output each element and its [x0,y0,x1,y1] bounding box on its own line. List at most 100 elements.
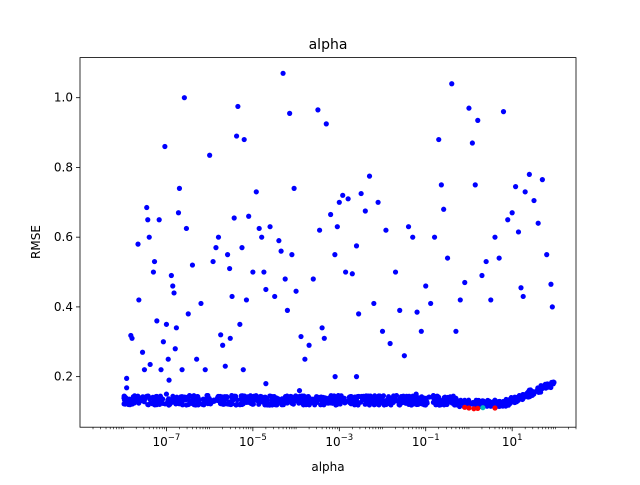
data-point [410,401,416,407]
data-point [279,402,285,408]
data-point [387,340,393,347]
data-point [287,110,293,116]
data-point [306,342,312,348]
data-point [537,389,543,395]
data-point [176,401,182,407]
data-point [231,215,237,221]
data-point [366,173,373,179]
data-point [227,335,233,341]
data-point [165,356,171,362]
data-point [526,171,532,178]
data-point [183,225,190,232]
data-point [509,210,515,216]
data-point [152,401,158,407]
data-point [259,234,265,240]
data-points [121,70,557,412]
data-point [353,243,360,249]
data-point [472,182,478,188]
data-point [222,363,228,369]
data-point [445,394,451,400]
data-point [145,217,151,223]
best-point [466,405,472,411]
data-point [418,328,424,334]
data-point [413,397,419,403]
data-point [147,361,153,368]
data-point [549,304,555,310]
data-point [139,349,146,355]
data-point [150,269,157,275]
optimum-point [480,405,486,411]
data-point [408,396,414,402]
y-tick-label: 1.0 [54,91,73,105]
data-point [444,255,451,261]
data-point [250,269,256,275]
data-point [369,395,375,401]
data-point [442,400,448,406]
data-point [544,252,550,258]
x-tick-label: 10−1 [412,433,440,449]
data-point [205,399,211,405]
data-point [215,394,221,400]
data-point [291,185,297,191]
data-point [417,397,423,403]
data-point [441,206,447,212]
data-point [449,81,455,87]
data-point [170,393,176,399]
data-point [315,107,321,113]
x-tick-label: 10−3 [325,433,353,449]
data-point [154,318,160,324]
x-tick-label: 101 [502,433,523,449]
data-point [480,398,486,404]
data-point [343,269,349,275]
data-point [379,328,386,334]
y-axis-label: RMSE [29,225,43,259]
data-point [332,374,338,380]
data-point [179,367,185,373]
data-point [512,184,519,190]
data-point [135,241,141,247]
data-point [462,397,468,403]
data-point [300,402,306,408]
data-point [233,133,240,139]
data-point [274,395,280,401]
data-point [181,95,187,101]
data-point [336,398,342,404]
data-point [375,199,381,205]
data-point [218,332,224,338]
data-point [185,311,191,317]
data-point [410,234,416,240]
data-point [316,227,323,233]
data-point [457,297,463,303]
data-point [466,105,472,111]
data-point [160,339,166,345]
data-point [331,395,337,401]
data-point [185,401,191,408]
data-point [340,192,346,198]
data-point [140,394,146,400]
data-point [434,393,440,399]
data-point [306,395,312,401]
data-point [519,397,525,403]
data-point [171,290,177,296]
data-point [392,269,399,275]
data-point [438,398,444,404]
data-point [122,393,128,399]
data-point [144,204,150,211]
data-point [211,398,217,404]
data-point [391,393,397,399]
data-point [198,300,204,307]
data-point [356,311,362,317]
data-point [170,283,176,289]
data-point [302,356,308,362]
data-point [500,109,507,115]
data-point [219,398,225,403]
data-point [264,396,270,402]
data-point [227,265,233,272]
data-point [207,152,213,158]
data-point [234,401,240,407]
data-point [213,245,219,251]
data-point [263,286,269,293]
data-point [267,224,273,230]
